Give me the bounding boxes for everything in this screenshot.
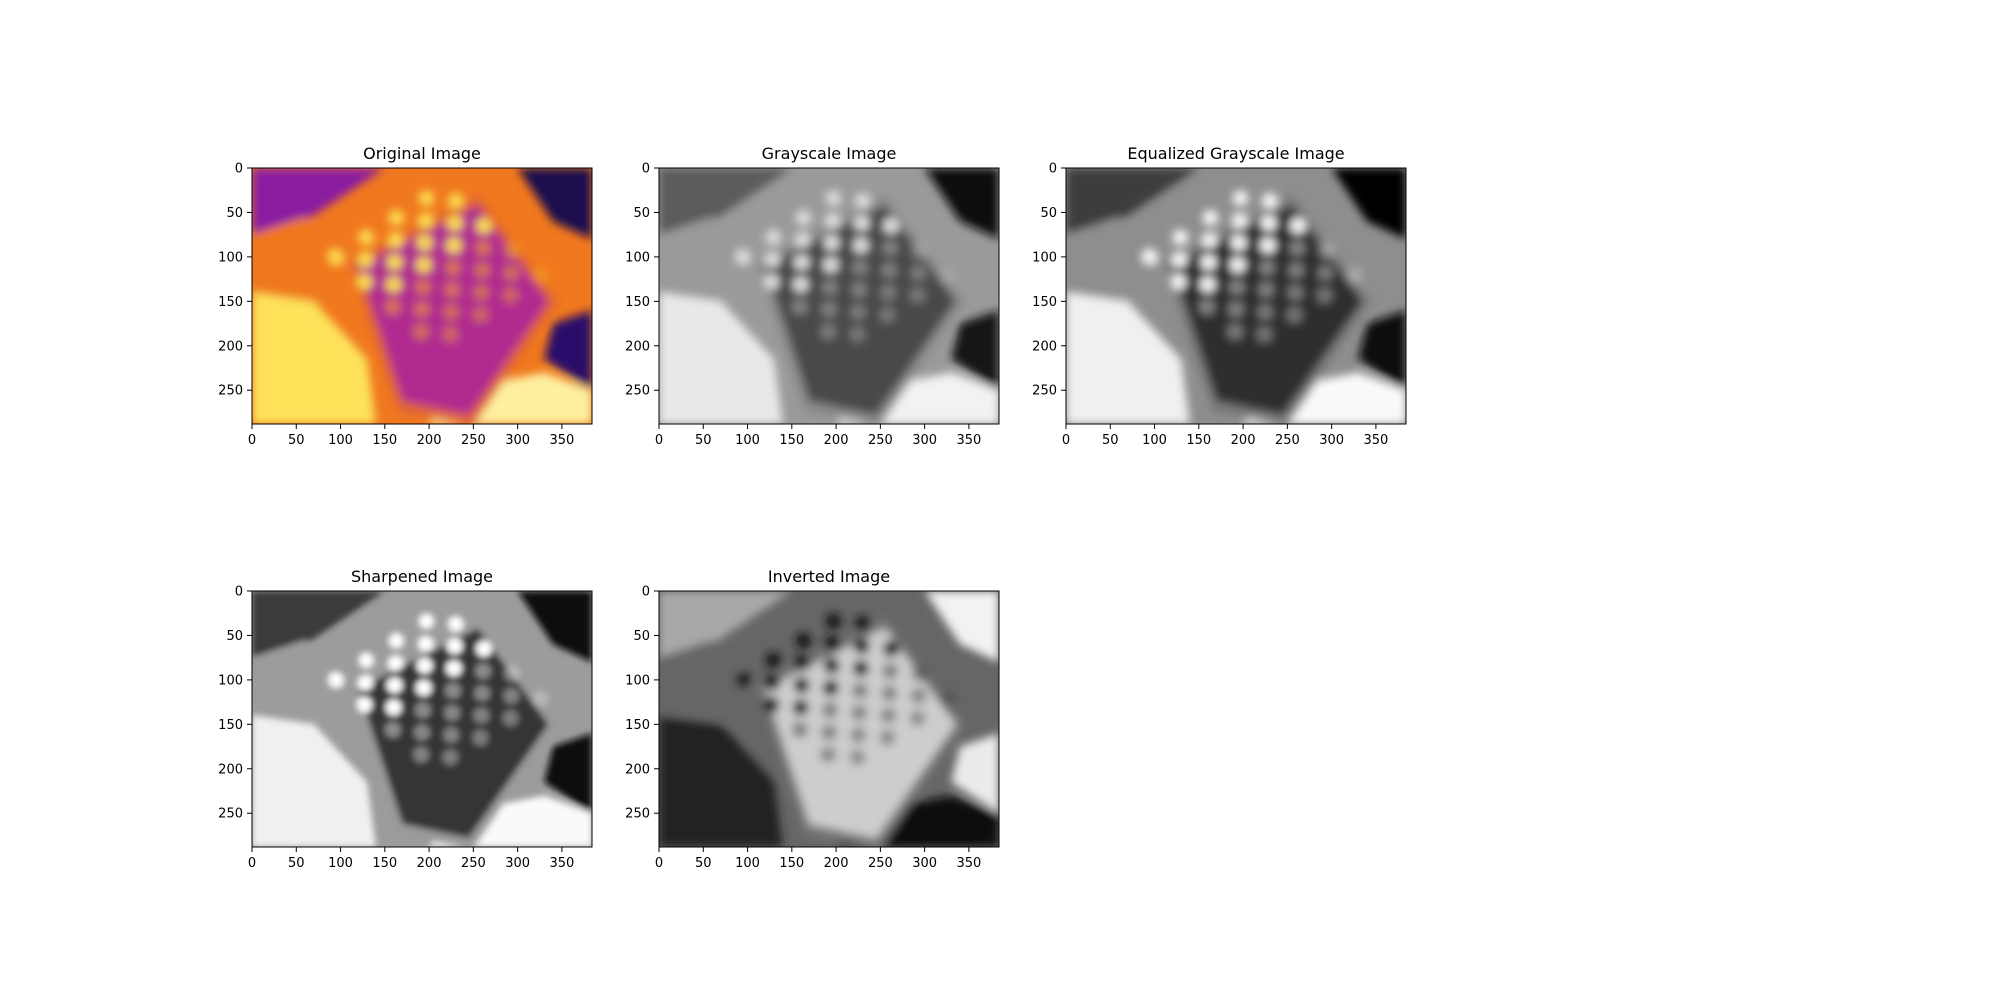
x-tick-label: 0: [655, 856, 663, 871]
x-tick-label: 50: [288, 856, 305, 871]
axes-frame: [658, 590, 1000, 848]
y-tick-label: 0: [642, 162, 650, 177]
x-tick-label: 100: [735, 433, 760, 448]
axes-frame: [1065, 167, 1407, 425]
x-tick-label: 200: [824, 856, 849, 871]
x-tick-label: 100: [1142, 433, 1167, 448]
x-tick-label: 50: [288, 433, 305, 448]
y-tick-label: 200: [218, 339, 243, 354]
y-tick-label: 100: [625, 250, 650, 265]
x-tick-label: 300: [1319, 433, 1344, 448]
panel-title: Grayscale Image: [762, 144, 897, 163]
axes-frame: [658, 167, 1000, 425]
y-tick-label: 0: [235, 585, 243, 600]
x-tick-label: 300: [912, 433, 937, 448]
x-tick-label: 350: [549, 433, 574, 448]
x-tick-label: 350: [956, 433, 981, 448]
x-tick-label: 50: [695, 856, 712, 871]
y-tick-label: 0: [235, 162, 243, 177]
x-tick-label: 0: [655, 433, 663, 448]
y-tick-label: 150: [1032, 295, 1057, 310]
x-tick-label: 200: [417, 856, 442, 871]
x-tick-label: 0: [248, 433, 256, 448]
x-tick-label: 50: [1102, 433, 1119, 448]
x-tick-label: 0: [1062, 433, 1070, 448]
y-tick-label: 50: [633, 629, 650, 644]
x-tick-label: 300: [912, 856, 937, 871]
y-tick-label: 100: [625, 673, 650, 688]
x-tick-label: 100: [735, 856, 760, 871]
y-tick-label: 0: [1049, 162, 1057, 177]
image-content: [252, 168, 592, 424]
x-tick-label: 200: [824, 433, 849, 448]
panel-title: Equalized Grayscale Image: [1127, 144, 1344, 163]
image-content: [1066, 168, 1406, 424]
y-tick-label: 250: [218, 384, 243, 399]
y-tick-label: 0: [642, 585, 650, 600]
y-tick-label: 200: [625, 339, 650, 354]
y-tick-label: 100: [1032, 250, 1057, 265]
image-panel-4: Sharpened Image 0 50 100 150 200 250 300 350 0 50 1…: [218, 567, 593, 871]
x-tick-label: 250: [868, 856, 893, 871]
y-tick-label: 150: [625, 295, 650, 310]
y-tick-label: 200: [218, 762, 243, 777]
x-tick-label: 350: [1363, 433, 1388, 448]
x-tick-label: 150: [1186, 433, 1211, 448]
x-tick-label: 350: [549, 856, 574, 871]
x-tick-label: 150: [372, 433, 397, 448]
y-tick-label: 250: [1032, 384, 1057, 399]
y-tick-label: 50: [226, 629, 243, 644]
y-tick-label: 200: [1032, 339, 1057, 354]
panel-title: Original Image: [363, 144, 481, 163]
y-tick-label: 250: [218, 807, 243, 822]
image-panel-1: Original Image 0 50 100 150 200 250 300 350 0 50 10…: [218, 144, 593, 448]
image-panel-2: Grayscale Image 0 50 100 150 200 250 300 350 0 50 1…: [625, 144, 1000, 448]
x-tick-label: 300: [505, 856, 530, 871]
x-tick-label: 250: [1275, 433, 1300, 448]
y-tick-label: 250: [625, 807, 650, 822]
x-tick-label: 150: [372, 856, 397, 871]
x-tick-label: 350: [956, 856, 981, 871]
image-content: [659, 591, 999, 847]
x-tick-label: 200: [417, 433, 442, 448]
axes-frame: [251, 590, 593, 848]
image-panel-5: Inverted Image 0 50 100 150 200 250 300 350 0 50 10…: [625, 567, 1000, 871]
y-tick-label: 50: [1040, 206, 1057, 221]
x-tick-label: 250: [461, 433, 486, 448]
x-tick-label: 250: [461, 856, 486, 871]
panel-title: Inverted Image: [768, 567, 890, 586]
y-tick-label: 250: [625, 384, 650, 399]
x-tick-label: 150: [779, 433, 804, 448]
x-tick-label: 250: [868, 433, 893, 448]
x-tick-label: 100: [328, 433, 353, 448]
x-tick-label: 50: [695, 433, 712, 448]
image-content: [659, 168, 999, 424]
axes-frame: [251, 167, 593, 425]
y-tick-label: 150: [625, 718, 650, 733]
y-tick-label: 150: [218, 295, 243, 310]
image-panel-3: Equalized Grayscale Image 0 50 100 150 200 250…: [1032, 144, 1407, 448]
x-tick-label: 100: [328, 856, 353, 871]
y-tick-label: 50: [633, 206, 650, 221]
x-tick-label: 150: [779, 856, 804, 871]
y-tick-label: 200: [625, 762, 650, 777]
y-tick-label: 50: [226, 206, 243, 221]
y-tick-label: 100: [218, 250, 243, 265]
x-tick-label: 300: [505, 433, 530, 448]
y-tick-label: 150: [218, 718, 243, 733]
y-tick-label: 100: [218, 673, 243, 688]
panel-title: Sharpened Image: [351, 567, 493, 586]
x-tick-label: 0: [248, 856, 256, 871]
x-tick-label: 200: [1231, 433, 1256, 448]
image-content: [252, 591, 592, 847]
